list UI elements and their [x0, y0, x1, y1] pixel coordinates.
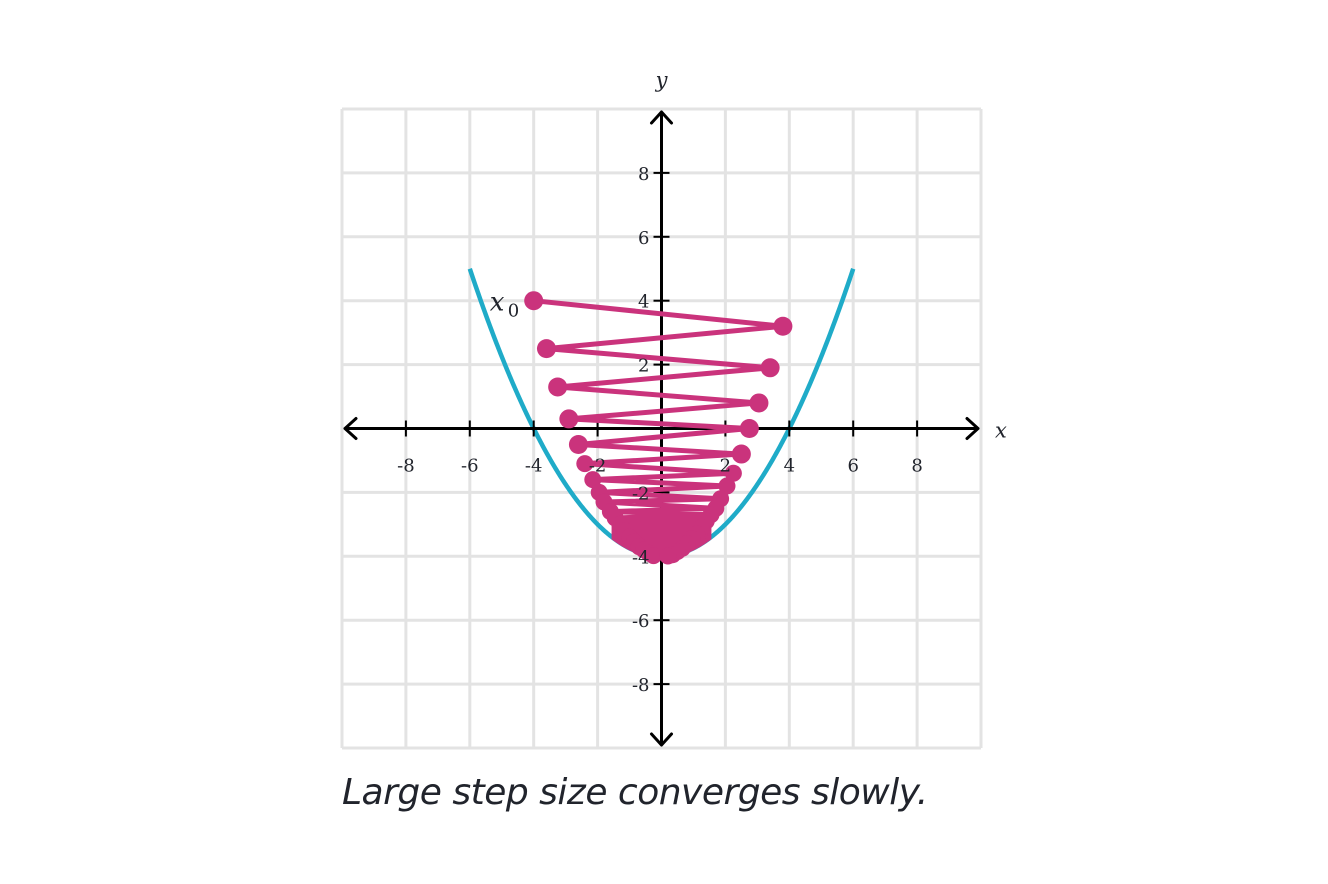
- x-tick-label: -8: [397, 456, 415, 477]
- x-axis-label: x: [995, 419, 1007, 443]
- descent-point: [724, 464, 742, 482]
- x-tick-label: 2: [720, 456, 731, 477]
- caption: Large step size converges slowly.: [342, 772, 928, 813]
- y-tick-label: -6: [632, 611, 650, 632]
- descent-point: [659, 547, 677, 565]
- descent-point: [548, 377, 568, 397]
- x-axis-arrow-right: [965, 417, 980, 440]
- y-tick-label: 8: [638, 164, 649, 185]
- y-axis-label: y: [655, 68, 669, 92]
- y-tick-label: 4: [638, 292, 649, 313]
- x-tick-label: -4: [525, 456, 543, 477]
- descent-points: [524, 291, 793, 565]
- descent-point: [584, 471, 602, 489]
- descent-point: [576, 455, 594, 473]
- y-tick-label: 6: [638, 228, 649, 249]
- y-tick-label: 2: [638, 356, 649, 377]
- start-point-label-subscript: 0: [508, 301, 519, 322]
- x-tick-label: -2: [589, 456, 607, 477]
- descent-point: [731, 444, 751, 464]
- axes: [343, 110, 980, 747]
- descent-point: [760, 358, 780, 378]
- x-tick-label: -6: [461, 456, 479, 477]
- descent-point: [739, 419, 759, 438]
- x-tick-label: 6: [847, 456, 858, 477]
- y-axis-arrow-up: [650, 110, 673, 125]
- descent-point: [749, 393, 769, 413]
- descent-point: [536, 339, 556, 359]
- x-tick-label: 8: [911, 456, 922, 477]
- descent-point: [568, 434, 588, 454]
- descent-point: [718, 477, 736, 495]
- y-tick-label: -2: [632, 483, 650, 504]
- descent-point: [773, 316, 793, 336]
- y-axis-arrow-down: [650, 732, 673, 747]
- descent-point: [524, 291, 544, 311]
- descent-point: [645, 547, 663, 565]
- start-point-label: x: [490, 288, 505, 318]
- y-tick-label: -8: [632, 675, 650, 696]
- descent-point: [559, 409, 579, 429]
- x-axis-arrow-left: [343, 417, 358, 440]
- y-tick-label: -4: [632, 547, 650, 568]
- x-tick-label: 4: [784, 456, 795, 477]
